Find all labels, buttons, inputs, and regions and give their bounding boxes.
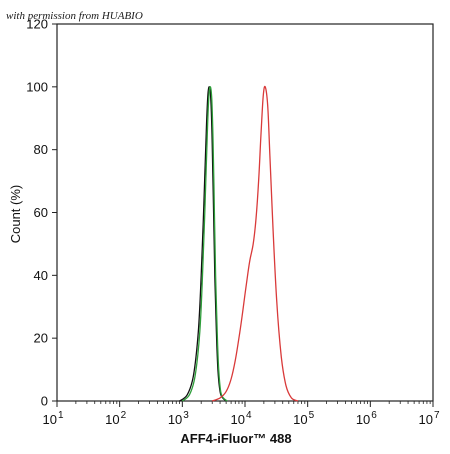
plot-area	[56, 23, 434, 402]
y-axis-title: Count (%)	[8, 185, 23, 244]
series-layer	[179, 85, 299, 402]
y-tick-label: 80	[34, 142, 48, 157]
x-axis-title: AFF4-iFluor™ 488	[180, 431, 291, 446]
histogram-series-2	[181, 86, 228, 402]
histogram-series-3	[211, 85, 299, 402]
x-tick-label: 101	[42, 410, 63, 427]
y-tick-label: 60	[34, 205, 48, 220]
x-tick-label: 105	[293, 410, 314, 427]
x-axis-ticks: 101 102 103 104 105 106 107	[42, 401, 440, 427]
plot-frame	[56, 23, 434, 402]
y-tick-label: 20	[34, 331, 48, 346]
y-tick-label: 0	[41, 394, 48, 409]
x-tick-label: 106	[356, 410, 377, 427]
x-tick-label: 104	[230, 410, 251, 427]
y-tick-label: 100	[26, 79, 48, 94]
x-tick-label: 103	[168, 410, 189, 427]
histogram-series-1	[179, 86, 227, 402]
y-tick-label: 40	[34, 268, 48, 283]
y-axis-ticks: 0 20 40 60 80 100 120	[26, 17, 57, 409]
x-tick-label: 102	[105, 410, 126, 427]
watermark-text: with permission from HUABIO	[6, 10, 143, 22]
x-tick-label: 107	[418, 410, 439, 427]
y-tick-label: 120	[26, 17, 48, 32]
